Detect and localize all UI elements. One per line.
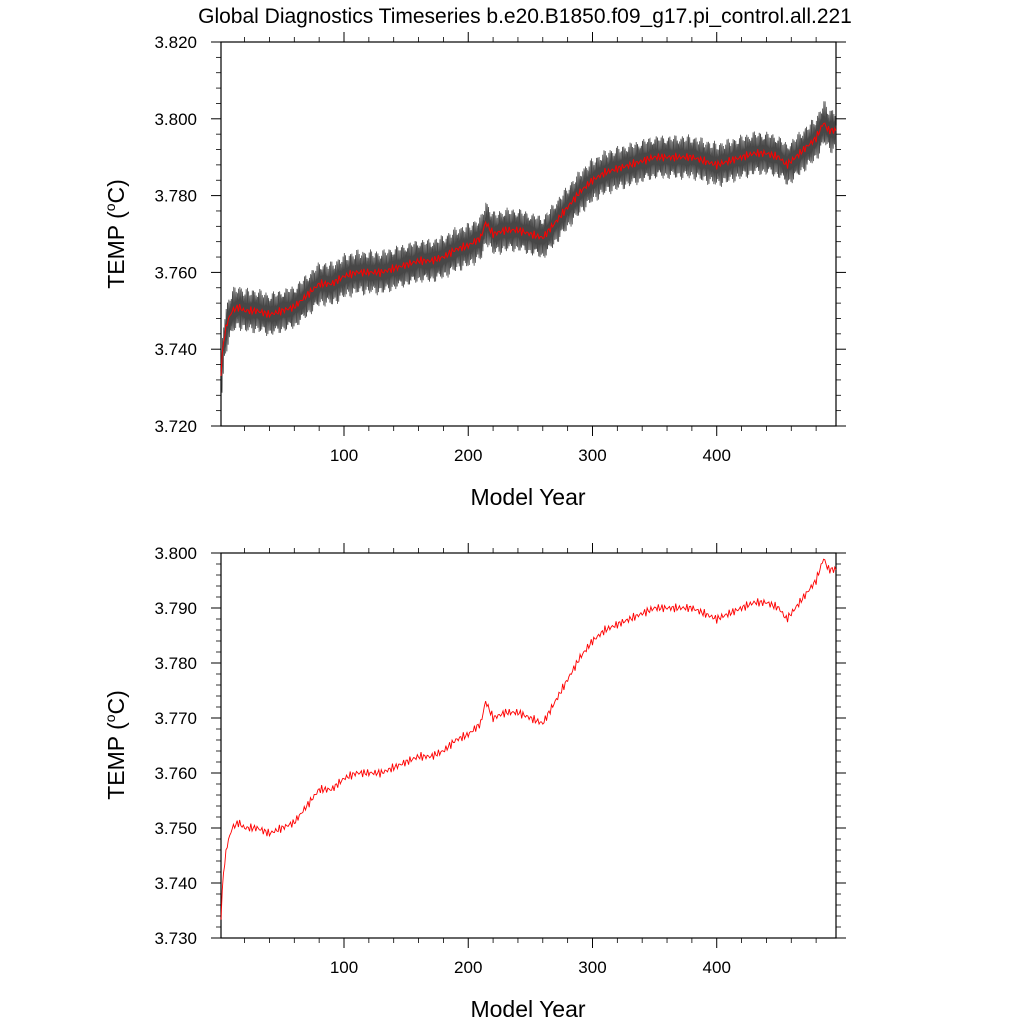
x-tick-label: 200 (454, 958, 482, 977)
y-tick-label: 3.780 (154, 654, 197, 673)
plot-frame (220, 41, 837, 427)
x-axis-title: Model Year (470, 484, 585, 510)
x-axis-title: Model Year (470, 996, 585, 1022)
y-tick-label: 3.750 (154, 819, 197, 838)
y-tick-label: 3.820 (154, 33, 197, 52)
y-tick-label: 3.800 (154, 110, 197, 129)
y-tick-label: 3.800 (154, 544, 197, 563)
y-tick-label: 3.740 (154, 874, 197, 893)
y-tick-label: 3.720 (154, 417, 197, 436)
y-tick-label: 3.740 (154, 340, 197, 359)
y-tick-label: 3.770 (154, 709, 197, 728)
series-annual-mean-line (220, 558, 837, 920)
y-tick-label: 3.780 (154, 187, 197, 206)
chart-panel-top: Model Year TEMP (oC) 3.720 3.740 3.760 3.78… (102, 32, 846, 510)
plot-frame (220, 552, 837, 939)
y-tick-label: 3.790 (154, 599, 197, 618)
y-tick-label: 3.760 (154, 263, 197, 282)
figure-title: Global Diagnostics Timeseries b.e20.B185… (198, 5, 852, 28)
x-tick-label: 300 (578, 446, 606, 465)
x-tick-label: 300 (578, 958, 606, 977)
x-tick-label: 100 (330, 446, 358, 465)
x-tick-label: 100 (330, 958, 358, 977)
series-annual-mean-line (220, 122, 837, 376)
chart-panel-bottom: Model Year TEMP (oC) 3.730 3.740 3.750 3.76… (102, 543, 846, 1022)
y-tick-label: 3.730 (154, 929, 197, 948)
x-tick-label: 200 (454, 446, 482, 465)
x-tick-label: 400 (703, 446, 731, 465)
series-monthly-line (220, 101, 837, 393)
y-axis-title: TEMP (oC) (102, 179, 129, 289)
y-axis-title: TEMP (oC) (102, 690, 129, 800)
y-tick-label: 3.760 (154, 764, 197, 783)
x-tick-label: 400 (703, 958, 731, 977)
